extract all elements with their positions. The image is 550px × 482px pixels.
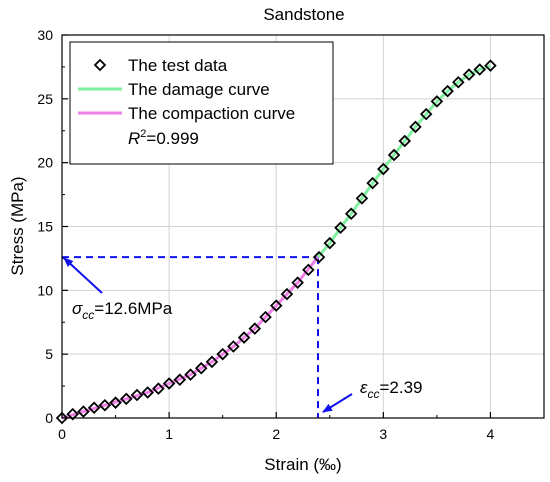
data-point — [419, 107, 433, 121]
chart-title: Sandstone — [263, 5, 344, 24]
data-point — [344, 207, 358, 221]
data-point — [409, 120, 422, 134]
data-point — [387, 148, 401, 162]
data-point — [119, 392, 133, 406]
plot-frame — [61, 34, 545, 419]
data-point — [173, 373, 187, 386]
data-point — [366, 176, 379, 190]
data-point — [152, 382, 165, 395]
critical-reference-lines — [62, 256, 319, 418]
data-point — [87, 401, 101, 415]
legend-box — [69, 41, 334, 165]
sigma-label: σcc=12.6MPa — [72, 299, 173, 322]
y-tick-label: 30 — [37, 27, 53, 43]
data-point — [398, 134, 412, 148]
y-tick-labels: 0 5 10 15 20 25 30 — [37, 27, 53, 426]
legend-r-squared-value: =0.999 — [146, 129, 198, 148]
x-tick-label: 4 — [487, 426, 495, 442]
x-tick-label: 1 — [165, 426, 173, 442]
data-point — [55, 411, 69, 425]
data-point — [473, 63, 487, 76]
legend-label-test-data: The test data — [128, 56, 228, 75]
data-point — [484, 59, 497, 72]
epsilon-value: =2.39 — [379, 378, 422, 397]
x-tick-label: 3 — [379, 426, 387, 442]
data-point — [377, 162, 390, 176]
data-point — [237, 331, 251, 344]
data-point — [452, 75, 465, 89]
data-point — [205, 355, 219, 369]
y-tick-label: 5 — [45, 346, 53, 362]
epsilon-annotation: εcc=2.39 — [322, 378, 423, 413]
compaction-curve-line — [61, 256, 320, 420]
data-point — [66, 407, 79, 421]
data-point — [280, 287, 294, 301]
y-tick-label: 25 — [37, 91, 53, 107]
data-point — [109, 396, 122, 409]
data-point — [269, 299, 283, 312]
x-tick-label: 2 — [272, 426, 280, 442]
data-point — [334, 221, 347, 235]
data-point — [259, 310, 272, 324]
sigma-value: =12.6MPa — [94, 299, 173, 318]
test-data-points — [55, 59, 497, 425]
y-tick-label: 0 — [45, 410, 53, 426]
data-point — [162, 377, 176, 390]
data-point — [355, 192, 369, 205]
sigma-annotation: σcc=12.6MPa — [63, 257, 173, 322]
data-point — [430, 95, 444, 108]
legend: The test data The damage curve The compa… — [69, 41, 334, 165]
data-point — [216, 347, 229, 361]
data-point — [302, 263, 315, 277]
data-point — [227, 340, 240, 353]
y-axis-label: Stress (MPa) — [8, 176, 27, 275]
legend-r-squared: R2=0.999 — [128, 128, 199, 148]
epsilon-arrow — [322, 393, 353, 413]
data-point — [184, 368, 197, 381]
legend-marker-test-data — [93, 58, 107, 72]
data-point — [291, 276, 304, 289]
epsilon-label: εcc=2.39 — [360, 378, 423, 401]
data-point — [462, 68, 476, 81]
data-point — [130, 388, 144, 402]
data-point — [141, 386, 154, 399]
legend-label-damage-curve: The damage curve — [128, 80, 270, 99]
y-tick-label: 10 — [37, 282, 53, 298]
data-point — [77, 405, 90, 418]
data-point — [312, 250, 326, 264]
x-axis-label: Strain (‰) — [264, 455, 341, 474]
y-tick-label: 15 — [37, 219, 53, 235]
data-point — [323, 236, 337, 250]
sigma-arrow — [63, 257, 103, 294]
data-point — [441, 84, 454, 98]
x-tick-label: 0 — [58, 426, 66, 442]
data-point — [194, 361, 208, 375]
y-tick-label: 20 — [37, 155, 53, 171]
data-point — [248, 322, 262, 335]
legend-label-compaction-curve: The compaction curve — [128, 104, 295, 123]
data-point — [98, 398, 112, 412]
x-tick-labels: 0 1 2 3 4 — [58, 426, 494, 442]
